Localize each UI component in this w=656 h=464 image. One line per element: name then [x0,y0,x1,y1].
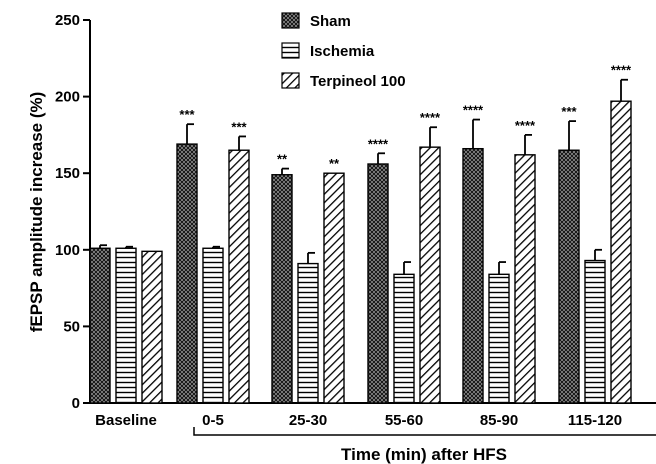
legend-item-sham: Sham [281,12,351,30]
significance-marker: **** [515,118,536,133]
legend-label-terpineol: Terpineol 100 [310,73,406,90]
bar-sham [367,163,389,404]
y-tick-label: 200 [55,89,80,106]
significance-marker: **** [611,63,632,78]
bar-ischemia [202,247,224,404]
bar-sham [558,149,580,404]
bar-ischemia [297,262,319,404]
legend-item-ischemia: Ischemia [281,42,375,60]
x-tick-label: 115-120 [568,412,622,429]
y-tick-label: 250 [55,12,80,29]
significance-marker: **** [463,103,484,118]
bar-sham [271,174,293,404]
bar-ischemia [115,247,137,404]
bar-sham [462,147,484,404]
x-tick-label: 85-90 [480,412,518,429]
y-tick-label: 0 [72,395,80,412]
bar-sham [176,143,198,404]
y-tick-label: 150 [55,165,80,182]
bar-ischemia [393,273,415,404]
y-tick-label: 50 [63,318,80,335]
legend-label-ischemia: Ischemia [310,43,375,60]
x-tick-labels: Baseline 0-5 25-30 55-60 85-90 115-120 [95,412,622,429]
y-axis-title: fEPSP amplitude increase (%) [27,92,46,333]
significance-marker: **** [420,110,441,125]
bar-terpineol-100 [514,154,536,404]
significance-marker: *** [561,104,577,119]
x-tick-label: 55-60 [385,412,423,429]
bars: ******** ************************* [89,63,632,404]
y-ticks: 0 50 100 150 200 250 [55,12,90,412]
legend-swatch-ischemia [281,42,300,59]
bar-terpineol-100 [323,172,345,404]
significance-marker: *** [179,107,195,122]
significance-marker: ** [329,156,340,171]
significance-marker: *** [231,119,247,134]
legend-item-terpineol: Terpineol 100 [281,72,406,90]
x-tick-label: Baseline [95,412,157,429]
legend-swatch-sham [281,12,300,29]
x-tick-label: 25-30 [289,412,327,429]
hfs-bracket [193,427,656,436]
bar-terpineol-100 [141,250,163,404]
bar-terpineol-100 [419,146,441,404]
significance-marker: ** [277,152,288,167]
x-axis-title: Time (min) after HFS [341,445,507,464]
bar-terpineol-100 [228,149,250,404]
legend-swatch-terpineol [281,72,300,89]
bar-ischemia [584,259,606,404]
legend: Sham Ischemia Terpineol 100 [281,12,406,90]
significance-marker: **** [368,136,389,151]
bar-ischemia [488,273,510,404]
legend-label-sham: Sham [310,13,351,30]
y-tick-label: 100 [55,242,80,259]
x-tick-label: 0-5 [202,412,224,429]
bar-sham [89,247,111,404]
bar-terpineol-100 [610,100,632,404]
